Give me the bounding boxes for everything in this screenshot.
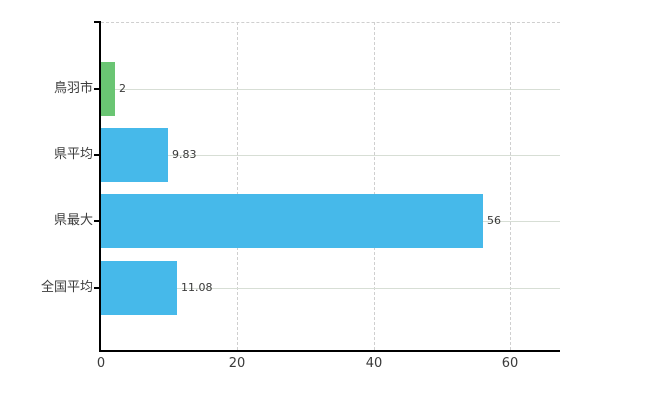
horizontal-gridline [101,89,560,90]
bar-value-label: 56 [487,214,501,227]
vertical-gridline [510,22,511,350]
x-axis [99,350,560,352]
bar [101,261,177,315]
x-tick-label: 20 [228,356,246,371]
x-tick-label: 60 [501,356,519,371]
bar [101,62,115,116]
bar-value-label: 2 [119,82,126,95]
y-axis [99,22,101,352]
x-tick-label: 0 [96,356,106,371]
category-tick [94,88,101,90]
category-tick [94,287,101,289]
axis-end-tick [94,21,101,23]
bar-value-label: 11.08 [181,281,213,294]
category-tick [94,154,101,156]
bar-value-label: 9.83 [172,148,197,161]
bar [101,194,483,248]
bar [101,128,168,182]
category-label: 県平均 [53,147,93,162]
plot-top-border [101,22,560,23]
horizontal-gridline [101,288,560,289]
category-label: 県最大 [53,213,93,228]
category-tick [94,220,101,222]
category-label: 全国平均 [40,280,93,295]
horizontal-gridline [101,155,560,156]
category-label: 鳥羽市 [53,81,93,96]
x-tick-label: 40 [365,356,383,371]
vertical-gridline [374,22,375,350]
vertical-gridline [237,22,238,350]
